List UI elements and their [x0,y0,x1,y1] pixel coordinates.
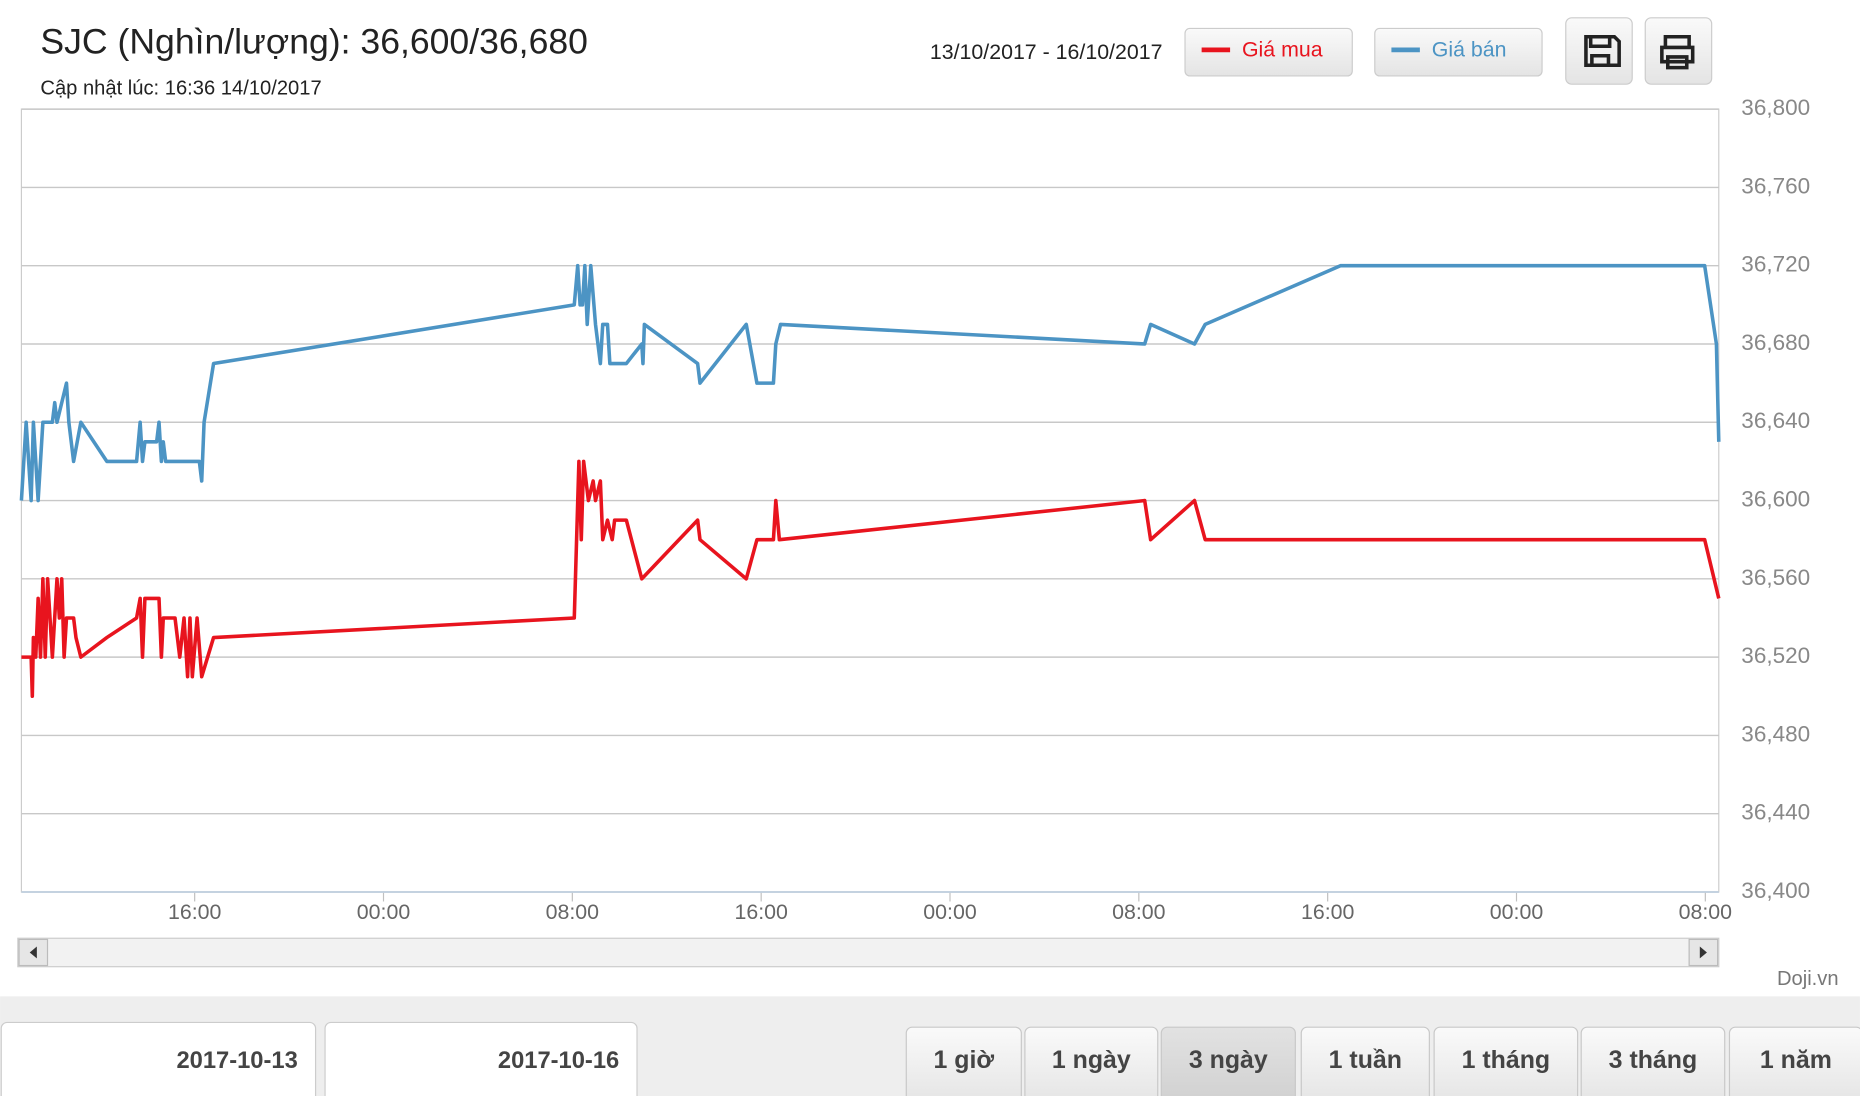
scrollbar [17,937,1720,968]
credit: Doji.vn [1777,968,1839,990]
range-button[interactable]: 1 tuần [1300,1026,1430,1096]
x-tick-label: 00:00 [923,900,977,924]
range-button[interactable]: 3 ngày [1160,1026,1296,1096]
range-button-bg [1728,1026,1860,1096]
x-tick-label: 08:00 [1112,900,1166,924]
x-tick-label: 08:00 [1679,900,1733,924]
x-tick-label: 00:00 [357,900,411,924]
range-button-label: 1 giờ [934,1046,995,1074]
range-button-bg [1433,1026,1579,1096]
range-button-label: 1 năm [1760,1046,1832,1074]
date-range: 13/10/2017 - 16/10/2017 [930,40,1163,64]
series-line [21,459,1721,699]
y-tick-label: 36,640 [1741,408,1810,433]
legend-item[interactable]: Giá mua [1184,27,1353,77]
y-tick-label: 36,600 [1741,487,1810,512]
range-button-label: 1 tháng [1462,1046,1551,1074]
range-button-bg [1024,1026,1159,1096]
chart-subtitle: Cập nhật lúc: 16:36 14/10/2017 [40,77,321,99]
print-icon [1660,34,1695,70]
x-tick-label: 16:00 [168,900,222,924]
scroll-left-arrow [29,946,37,959]
y-tick-label: 36,720 [1741,252,1810,277]
print-button[interactable] [1644,17,1713,85]
series-line [19,263,1721,503]
print-button-bg [1644,17,1713,85]
range-button-bg [1300,1026,1430,1096]
x-tick-label: 16:00 [1301,900,1355,924]
range-button-bg [1580,1026,1726,1096]
scroll-track [17,937,1720,968]
range-button-label: 3 tháng [1609,1046,1698,1074]
scroll-right-arrow [1699,946,1707,959]
legend-label: Giá bán [1432,38,1507,62]
y-tick-label: 36,680 [1741,330,1810,355]
range-button[interactable]: 1 năm [1728,1026,1860,1096]
legend-label: Giá mua [1242,38,1323,62]
date-input-text: 2017-10-13 [176,1048,297,1074]
date-input[interactable]: 2017-10-16 [324,1021,638,1096]
y-tick-label: 36,400 [1741,878,1810,903]
x-tick-label: 08:00 [546,900,600,924]
y-tick-label: 36,440 [1741,800,1810,825]
range-button-label: 3 ngày [1189,1046,1268,1074]
x-tick-label: 16:00 [734,900,788,924]
y-tick-label: 36,560 [1741,565,1810,590]
save-button-bg [1565,17,1633,85]
range-button[interactable]: 1 tháng [1433,1026,1579,1096]
date-input-box [0,1021,317,1096]
range-button[interactable]: 1 giờ [905,1026,1022,1096]
range-button[interactable]: 3 tháng [1580,1026,1726,1096]
x-tick-label: 00:00 [1490,900,1544,924]
y-tick-label: 36,800 [1741,95,1810,120]
range-button-bg [1160,1026,1296,1096]
range-button-label: 1 ngày [1052,1046,1131,1074]
y-tick-label: 36,480 [1741,721,1810,746]
legend-button [1184,27,1353,77]
save-icon [1584,34,1621,68]
range-button[interactable]: 1 ngày [1024,1026,1159,1096]
range-button-bg [905,1026,1022,1096]
date-input-text: 2017-10-16 [498,1048,619,1074]
save-button[interactable] [1565,17,1633,85]
legend-item[interactable]: Giá bán [1374,27,1543,77]
legend-button [1374,27,1543,77]
y-tick-label: 36,520 [1741,643,1810,668]
date-input-box [324,1021,638,1096]
date-input[interactable]: 2017-10-13 [0,1021,317,1096]
chart-title: SJC (Nghìn/lượng): 36,600/36,680 [40,21,588,61]
range-button-label: 1 tuần [1329,1046,1402,1074]
y-tick-label: 36,760 [1741,173,1810,198]
